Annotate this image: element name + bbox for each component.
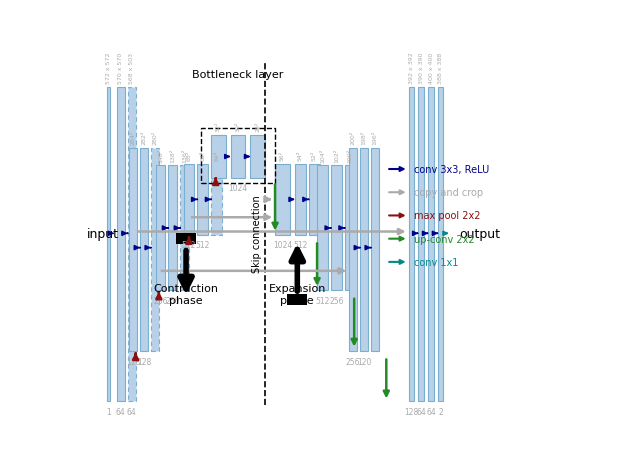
Bar bbox=[129, 148, 137, 351]
Text: 140²: 140² bbox=[158, 148, 163, 163]
Text: conv 3x3, ReLU: conv 3x3, ReLU bbox=[413, 165, 489, 175]
Bar bbox=[230, 136, 246, 179]
Bar bbox=[128, 88, 136, 401]
Bar bbox=[371, 148, 379, 351]
Text: Expansion
phase: Expansion phase bbox=[269, 284, 326, 305]
Text: 284²: 284² bbox=[131, 131, 136, 144]
Bar bbox=[438, 88, 443, 401]
Text: 512: 512 bbox=[293, 241, 308, 250]
Bar bbox=[156, 166, 165, 291]
Text: 64: 64 bbox=[127, 407, 137, 416]
Text: up-conv 2x2: up-conv 2x2 bbox=[413, 234, 474, 244]
Bar bbox=[168, 166, 177, 291]
Text: Contraction
phase: Contraction phase bbox=[154, 284, 219, 305]
Text: 390 x 390: 390 x 390 bbox=[419, 53, 424, 84]
Bar bbox=[140, 148, 148, 351]
Text: 400 x 400: 400 x 400 bbox=[429, 53, 434, 84]
Text: 572 x 572: 572 x 572 bbox=[106, 53, 111, 84]
Bar bbox=[107, 88, 110, 401]
Text: output: output bbox=[459, 227, 500, 240]
Text: 256: 256 bbox=[346, 357, 360, 366]
Bar bbox=[151, 148, 159, 351]
Text: 120: 120 bbox=[357, 357, 371, 366]
Text: 102²: 102² bbox=[334, 148, 339, 163]
Text: Skip connection: Skip connection bbox=[252, 195, 262, 273]
Text: 136²: 136² bbox=[182, 148, 187, 163]
Text: 196²: 196² bbox=[373, 131, 378, 144]
Bar bbox=[211, 164, 222, 236]
Text: 570 x 570: 570 x 570 bbox=[118, 53, 123, 84]
Bar bbox=[184, 164, 195, 236]
Text: 104²: 104² bbox=[320, 148, 325, 163]
Text: 66²: 66² bbox=[200, 150, 205, 161]
Text: 392 x 392: 392 x 392 bbox=[409, 52, 414, 84]
Text: input: input bbox=[87, 227, 119, 240]
Bar bbox=[331, 166, 342, 291]
Bar bbox=[360, 148, 368, 351]
Text: 56²: 56² bbox=[280, 150, 285, 161]
Text: 128: 128 bbox=[404, 407, 419, 416]
Bar bbox=[275, 164, 290, 236]
Text: 568 x 503: 568 x 503 bbox=[129, 53, 134, 84]
Text: 512: 512 bbox=[315, 296, 330, 305]
Bar bbox=[197, 164, 208, 236]
Text: 198²: 198² bbox=[362, 131, 367, 144]
Text: 256: 256 bbox=[165, 296, 180, 305]
Text: 64: 64 bbox=[116, 407, 126, 416]
Text: max pool 2x2: max pool 2x2 bbox=[413, 211, 480, 221]
Bar bbox=[317, 166, 328, 291]
Bar bbox=[309, 164, 320, 236]
Text: 388 x 388: 388 x 388 bbox=[438, 53, 443, 84]
Text: 512: 512 bbox=[182, 241, 197, 250]
Bar bbox=[428, 88, 434, 401]
Text: conv 1x1: conv 1x1 bbox=[413, 257, 458, 267]
Text: 68²: 68² bbox=[186, 150, 191, 161]
Text: 64²: 64² bbox=[214, 150, 219, 161]
Text: 256: 256 bbox=[329, 296, 344, 305]
Text: 282²: 282² bbox=[142, 131, 147, 144]
Text: 138²: 138² bbox=[170, 148, 175, 163]
Text: 100²: 100² bbox=[348, 149, 353, 163]
Text: 64: 64 bbox=[426, 407, 436, 416]
Bar bbox=[408, 88, 415, 401]
Text: 1: 1 bbox=[107, 407, 111, 416]
Bar bbox=[349, 148, 357, 351]
Text: 1024: 1024 bbox=[273, 241, 292, 250]
Text: 28²: 28² bbox=[255, 122, 260, 132]
Text: 128: 128 bbox=[126, 357, 140, 366]
Text: 64: 64 bbox=[417, 407, 426, 416]
Bar bbox=[180, 166, 189, 291]
Text: 52²: 52² bbox=[311, 150, 316, 161]
Text: 280²: 280² bbox=[152, 131, 158, 144]
Text: Bottleneck layer: Bottleneck layer bbox=[192, 70, 284, 80]
Bar bbox=[117, 88, 125, 401]
Text: 512: 512 bbox=[196, 241, 210, 250]
Bar bbox=[419, 88, 424, 401]
Bar bbox=[176, 234, 196, 244]
Text: 200²: 200² bbox=[351, 131, 355, 144]
Text: 2: 2 bbox=[438, 407, 443, 416]
Text: 54²: 54² bbox=[298, 150, 303, 161]
Text: 1024: 1024 bbox=[228, 184, 248, 193]
Text: 128: 128 bbox=[137, 357, 151, 366]
Text: 256: 256 bbox=[154, 296, 168, 305]
Text: 32²: 32² bbox=[216, 122, 221, 132]
Text: copy and crop: copy and crop bbox=[413, 188, 482, 198]
Bar bbox=[287, 294, 308, 305]
Bar bbox=[345, 166, 355, 291]
Bar bbox=[295, 164, 306, 236]
Bar bbox=[250, 136, 265, 179]
Text: 30²: 30² bbox=[235, 122, 241, 132]
Bar bbox=[211, 136, 226, 179]
